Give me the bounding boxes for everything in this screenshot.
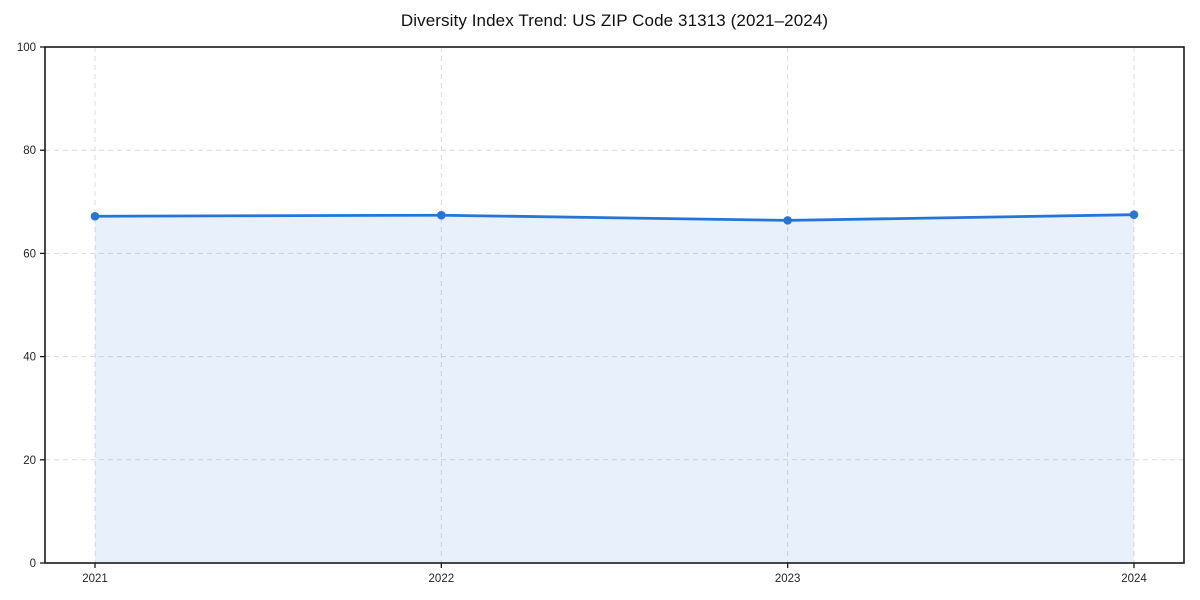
data-point-marker bbox=[437, 210, 446, 220]
data-point-marker bbox=[1129, 210, 1139, 219]
y-tick-label: 40 bbox=[23, 352, 36, 364]
y-tick-label: 60 bbox=[23, 248, 36, 260]
x-tick-label: 2024 bbox=[1121, 573, 1147, 585]
axis-spines bbox=[44, 46, 1185, 564]
y-tick-label: 20 bbox=[23, 455, 36, 467]
y-tick-label: 80 bbox=[23, 145, 36, 157]
chart-title: Diversity Index Trend: US ZIP Code 31313… bbox=[400, 11, 829, 30]
trend-line bbox=[93, 213, 1136, 222]
data-point-marker bbox=[90, 211, 100, 221]
area-fill bbox=[95, 214, 1134, 563]
x-tick-label: 2021 bbox=[82, 573, 108, 585]
x-tick-label: 2022 bbox=[429, 573, 455, 585]
x-tick-label: 2023 bbox=[775, 573, 801, 585]
y-tick-label: 100 bbox=[17, 42, 36, 54]
data-point-marker bbox=[783, 216, 792, 225]
y-tick-label: 0 bbox=[30, 558, 36, 570]
